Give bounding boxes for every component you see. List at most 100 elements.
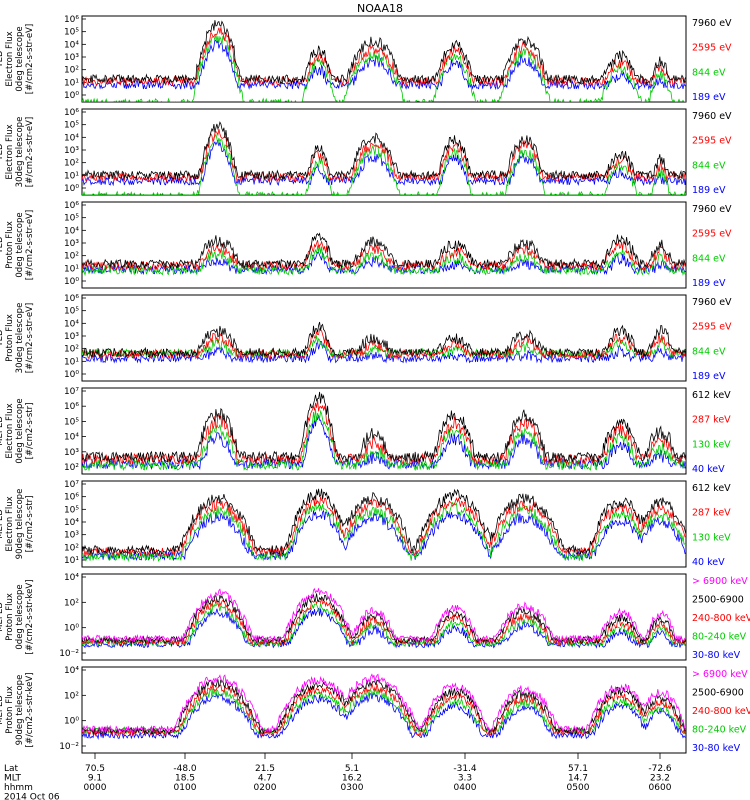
legend-entry: 189 eV <box>692 185 726 196</box>
y-tick-label: 10⁷ <box>64 387 79 397</box>
y-tick-label: 10⁰ <box>64 184 79 194</box>
panel-4: 10⁶ 10⁵ 10⁴ 10³ 10² 10¹ 10⁰ TEDProton Flux30deg… <box>0 294 732 382</box>
y-tick-label: 10⁶ <box>64 402 79 412</box>
y-tick-label: 10⁶ <box>64 108 79 118</box>
y-tick-label: 10² <box>64 345 79 355</box>
x-tick-hhmm: 0000 <box>84 783 107 793</box>
series-line <box>82 20 686 85</box>
y-axis-label: MEPEDProton Flux90deg telescope[#/cm2-s-… <box>0 673 35 748</box>
legend-entry: 2595 eV <box>692 43 732 54</box>
series-line <box>82 327 686 361</box>
series-line <box>82 692 686 740</box>
series-line <box>82 501 686 562</box>
x-row-label: Lat <box>4 764 19 774</box>
y-axis-label: TEDElectron Flux0deg telescope[#/cm2-s-s… <box>0 24 35 94</box>
panel-8: 10⁴ 10² 10⁰ 10⁻² MEPEDProton Flux90deg teles… <box>0 666 750 754</box>
series-line <box>82 587 686 644</box>
y-tick-label: 10⁴ <box>64 518 79 528</box>
legend-entry: 189 eV <box>692 92 726 103</box>
x-row-label: MLT <box>4 774 22 784</box>
y-tick-label: 10² <box>64 159 79 169</box>
y-axis-label: TEDProton Flux30deg telescope[#/cm2-s-st… <box>0 303 35 374</box>
y-tick-label: 10⁴ <box>64 573 79 583</box>
panel-1: 10⁶ 10⁵ 10⁴ 10³ 10² 10¹ 10⁰ TEDElectron Flux0de… <box>0 15 732 103</box>
chart-title: NOAA18 <box>357 2 403 15</box>
x-tick-mlt: 16.2 <box>342 774 362 784</box>
y-tick-label: 10³ <box>64 146 79 156</box>
x-tick-hhmm: 0100 <box>174 783 197 793</box>
y-tick-label: 10¹ <box>64 171 79 181</box>
legend-entry: 240-800 keV <box>692 613 750 624</box>
x-tick-lat: 70.5 <box>85 764 105 774</box>
y-tick-label: 10⁵ <box>64 28 79 38</box>
y-tick-label: 10⁴ <box>64 319 79 329</box>
series-line <box>82 678 686 736</box>
legend-entry: 7960 eV <box>692 297 732 308</box>
y-axis-label: TEDElectron Flux30deg telescope[#/cm2-s-… <box>0 117 35 188</box>
y-tick-label: 10⁵ <box>64 307 79 317</box>
x-tick-hhmm: 0500 <box>567 783 590 793</box>
y-tick-label: 10² <box>64 543 79 553</box>
x-tick-mlt: 14.7 <box>568 774 588 784</box>
y-tick-label: 10⁶ <box>64 201 79 211</box>
panel-frame <box>81 666 687 754</box>
x-tick-mlt: 3.3 <box>458 774 472 784</box>
x-tick-lat: -72.6 <box>648 764 672 774</box>
y-tick-label: 10⁴ <box>64 133 79 143</box>
legend-entry: 612 keV <box>692 390 731 401</box>
panel-6: 10⁷ 10⁶ 10⁵ 10⁴ 10³ 10² 10¹ MEPEDElectron Flux9… <box>0 480 731 568</box>
legend-entry: 40 keV <box>692 464 725 475</box>
y-tick-label: 10³ <box>64 332 79 342</box>
legend-entry: 240-800 keV <box>692 706 750 717</box>
x-tick-hhmm: 0200 <box>254 783 277 793</box>
series-line <box>82 33 686 102</box>
y-axis-label: MEPEDProton Flux0deg telescope[#/cm2-s-s… <box>0 580 35 655</box>
legend-entry: 7960 eV <box>692 204 732 215</box>
x-tick-lat: 57.1 <box>568 764 588 774</box>
y-tick-label: 10⁵ <box>64 214 79 224</box>
panel-7: 10⁴ 10² 10⁰ 10⁻² MEPEDProton Flux0deg telesc… <box>0 573 750 661</box>
legend-entry: 7960 eV <box>692 18 732 29</box>
legend-entry: 80-240 keV <box>692 725 747 736</box>
legend-entry: > 6900 keV <box>692 576 748 587</box>
y-tick-label: 10⁵ <box>64 505 79 515</box>
legend-entry: 2500-6900 <box>692 595 744 606</box>
y-tick-label: 10⁶ <box>64 493 79 503</box>
y-tick-label: 10¹ <box>64 264 79 274</box>
series-line <box>82 340 686 364</box>
y-tick-label: 10⁰ <box>64 277 79 287</box>
series-line <box>82 133 686 195</box>
x-tick-lat: 5.1 <box>345 764 359 774</box>
x-tick-lat: 21.5 <box>255 764 275 774</box>
series-line <box>82 488 686 556</box>
y-tick-label: 10⁶ <box>64 15 79 25</box>
y-tick-label: 10¹ <box>64 556 79 566</box>
y-axis-label: TEDProton Flux0deg telescope[#/cm2-s-str… <box>0 210 35 280</box>
y-tick-label: 10⁶ <box>64 294 79 304</box>
legend-entry: 189 eV <box>692 371 726 382</box>
y-tick-label: 10² <box>64 66 79 76</box>
x-tick-mlt: 4.7 <box>258 774 272 784</box>
panel-5: 10⁷ 10⁶ 10⁵ 10⁴ 10³ 10² MEPEDElectron Flux0deg… <box>0 387 731 475</box>
x-tick-hhmm: 0400 <box>454 783 477 793</box>
legend-entry: 2595 eV <box>692 229 732 240</box>
series-line <box>82 391 686 464</box>
y-tick-label: 10⁴ <box>64 433 79 443</box>
legend-entry: 2595 eV <box>692 136 732 147</box>
y-tick-label: 10² <box>64 598 79 608</box>
series-line <box>82 239 686 272</box>
y-tick-label: 10⁻² <box>59 742 79 752</box>
legend-entry: 30-80 keV <box>692 650 741 661</box>
series-line <box>82 495 686 558</box>
legend-entry: 189 eV <box>692 278 726 289</box>
legend-entry: 844 eV <box>692 346 726 357</box>
legend-entry: 30-80 keV <box>692 743 741 754</box>
series-line <box>82 121 686 181</box>
legend-entry: 844 eV <box>692 253 726 264</box>
series-line <box>82 232 686 270</box>
legend-entry: 287 keV <box>692 415 731 426</box>
y-tick-label: 10² <box>64 463 79 473</box>
x-tick-hhmm: 0300 <box>341 783 364 793</box>
y-tick-label: 10³ <box>64 531 79 541</box>
x-tick-hhmm: 0600 <box>649 783 672 793</box>
